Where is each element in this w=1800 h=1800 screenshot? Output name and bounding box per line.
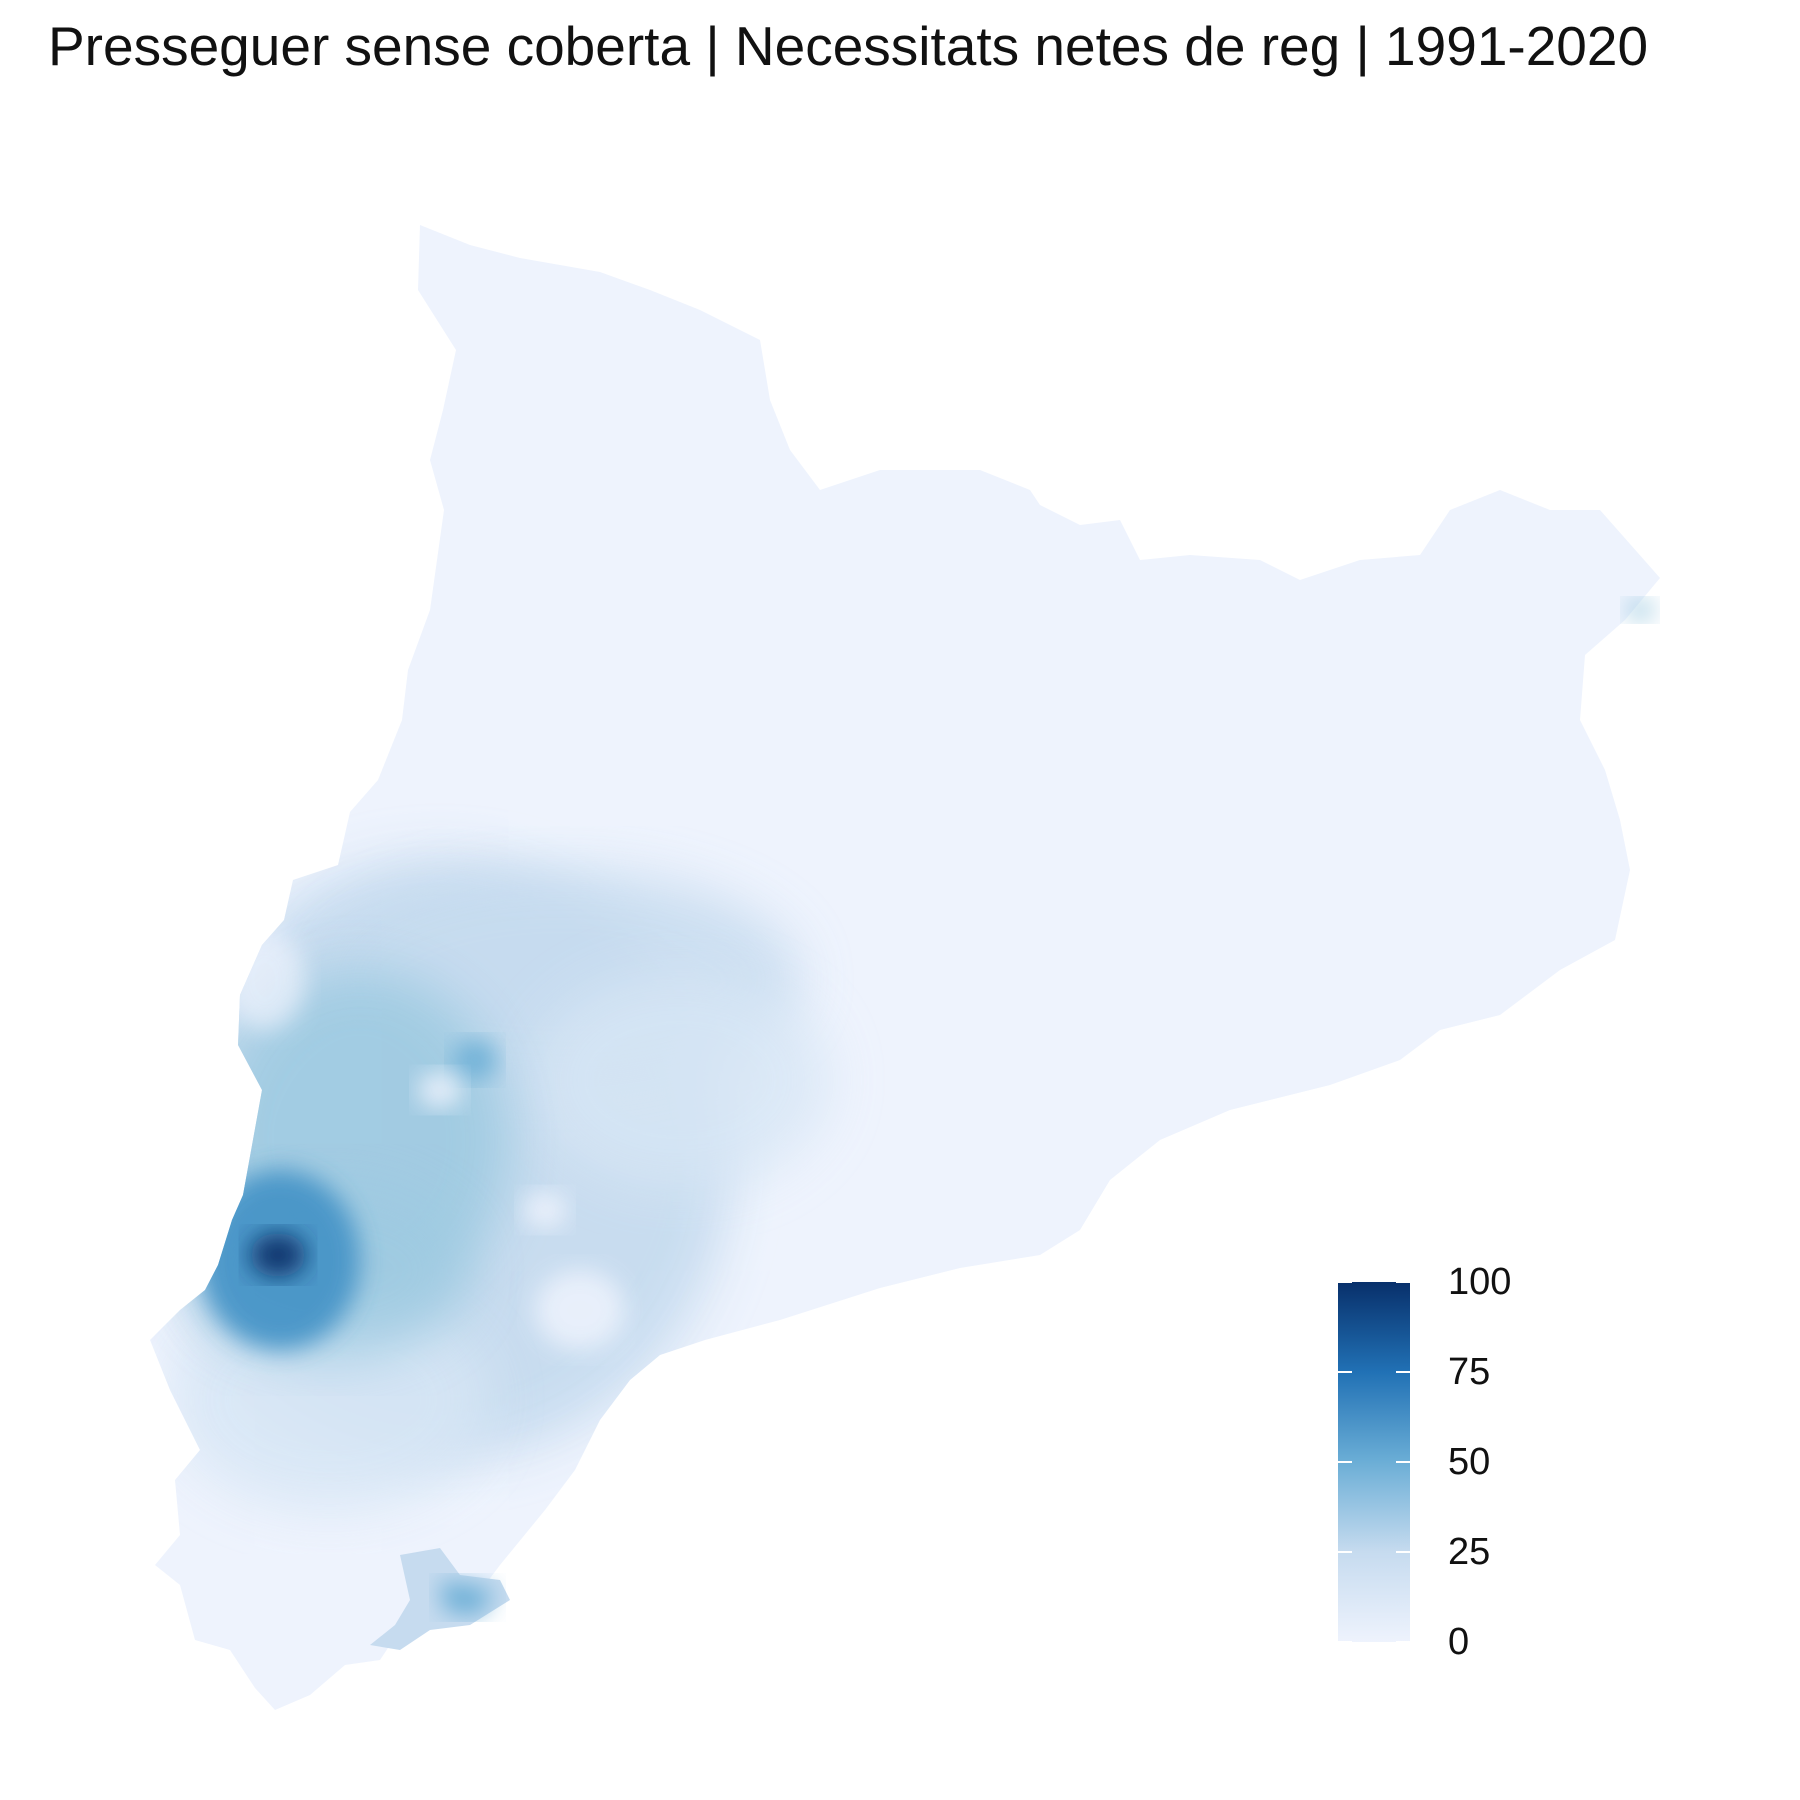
hotspot-core	[250, 1233, 306, 1277]
color-legend	[1338, 1281, 1410, 1643]
legend-ticks	[1338, 1281, 1410, 1643]
west-edge-light	[225, 930, 305, 1030]
legend-tick-label: 50	[1448, 1441, 1491, 1483]
legend-tick-label: 25	[1448, 1531, 1491, 1573]
low-spot-3	[535, 1270, 625, 1350]
delta-hotspot	[440, 1580, 495, 1615]
legend-tick-label: 100	[1448, 1261, 1512, 1303]
map-title: Presseguer sense coberta | Necessitats n…	[48, 15, 1649, 77]
legend-tick-label: 75	[1448, 1351, 1491, 1393]
delta-region	[370, 1548, 510, 1650]
south-lobe	[170, 1290, 490, 1510]
irrigation-need-field	[150, 860, 830, 1510]
north-hotspot	[453, 1040, 497, 1080]
low-spot-1	[418, 1072, 462, 1108]
legend-tick-label: 0	[1448, 1621, 1470, 1663]
northeast-hotspot	[1626, 600, 1654, 620]
east-lobe	[530, 970, 830, 1190]
low-spot-2	[523, 1192, 567, 1228]
